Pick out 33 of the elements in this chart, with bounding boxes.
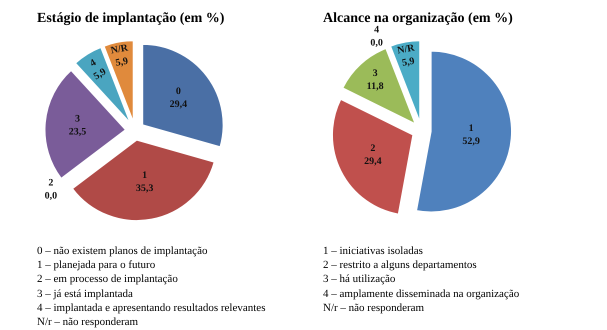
text: 0 – não existem planos de implantação: [37, 245, 208, 257]
chart-title: Estágio de implantação (em %): [37, 11, 225, 26]
slice-label: N/R: [396, 42, 416, 56]
slice-label: 2: [370, 143, 376, 154]
data-label: 29,4: [364, 156, 382, 168]
slice-label: 0: [176, 86, 181, 97]
slice-label: N/R: [110, 42, 130, 56]
data-label: 52,9: [462, 136, 480, 148]
slice-label: 1: [142, 170, 148, 181]
text: 3 – há utilização: [323, 273, 396, 285]
text: N/r – não responderam: [37, 316, 139, 328]
slice-label: 3: [372, 68, 378, 80]
data-label: 23,5: [68, 126, 86, 138]
text: 0,0: [44, 190, 58, 202]
data-label: 11,8: [366, 81, 384, 92]
text: 0,0: [370, 37, 383, 48]
text: 4 – amplamente disseminada na organização: [323, 288, 520, 300]
data-label: 5,9: [114, 56, 129, 69]
data-label: 29,4: [170, 98, 188, 110]
text: 3 – já está implantada: [37, 288, 134, 300]
data-label: 35,3: [136, 182, 154, 194]
category-label: 4: [374, 24, 380, 36]
data-label: 5,9: [401, 56, 416, 69]
text: 1 – iniciativas isoladas: [323, 245, 423, 257]
category-label: 2: [48, 177, 54, 188]
text: 1 – planejada para o futuro: [37, 259, 156, 271]
text: 4 – implantada e apresentando resultados relevantes: [37, 302, 266, 314]
chart-title: Alcance na organização (em %): [323, 11, 514, 26]
slice-label: 1: [468, 123, 474, 134]
text: 2 – em processo de implantação: [37, 273, 178, 285]
text: 2 – restrito a alguns departamentos: [323, 259, 477, 271]
slice-label: 3: [75, 113, 80, 124]
text: N/r – não responderam: [323, 302, 425, 314]
